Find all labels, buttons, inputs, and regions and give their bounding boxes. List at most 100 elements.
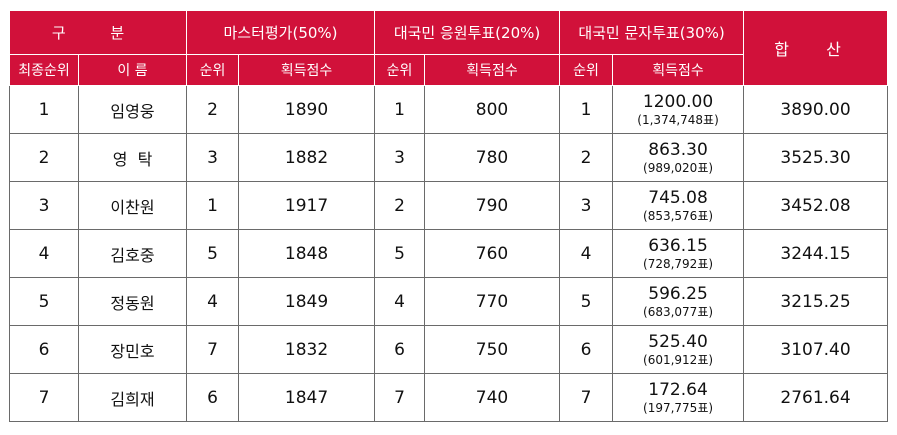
master-score-cell: 1917: [237, 181, 376, 230]
sms-vote-count: (601,912표): [643, 352, 714, 367]
master-rank-cell: 1: [186, 181, 239, 230]
sms-rank-cell: 2: [559, 133, 614, 182]
sms-rank-cell: 3: [559, 181, 614, 230]
sms-vote-count: (853,576표): [643, 208, 714, 223]
final-rank-cell: 2: [9, 133, 79, 182]
total-cell: 3525.30: [743, 133, 889, 182]
sms-score-cell: 636.15 (728,792표): [612, 229, 745, 278]
sms-vote-count: (1,374,748표): [637, 112, 719, 127]
cheer-rank-cell: 4: [374, 277, 426, 326]
master-score-cell: 1890: [237, 85, 376, 134]
cheer-score-cell: 790: [424, 181, 561, 230]
header-master: 마스터평가(50%): [185, 10, 376, 55]
sms-rank-cell: 5: [559, 277, 614, 326]
sms-score-value: 1200.00: [642, 91, 714, 112]
cheer-score-cell: 740: [424, 373, 561, 422]
header-sms-score: 획득점수: [612, 54, 745, 86]
table-row: 1 임영웅 2 1890 1 800 1 1200.00 (1,374,748표)…: [9, 85, 889, 134]
sms-score-value: 863.30: [648, 139, 708, 160]
final-rank-cell: 7: [9, 373, 79, 422]
final-rank-cell: 3: [9, 181, 79, 230]
header-cheer-score: 획득점수: [424, 54, 561, 86]
master-score-cell: 1882: [237, 133, 376, 182]
sms-score-cell: 745.08 (853,576표): [612, 181, 745, 230]
sms-score-value: 745.08: [648, 187, 708, 208]
sms-score-value: 596.25: [648, 283, 708, 304]
header-sms-rank: 순위: [559, 54, 614, 86]
header-master-rank: 순위: [186, 54, 239, 86]
name-cell: 김희재: [78, 373, 187, 422]
header-sms-vote: 대국민 문자투표(30%): [559, 10, 745, 55]
sms-rank-cell: 6: [559, 325, 614, 374]
final-rank-cell: 5: [9, 277, 79, 326]
cheer-rank-cell: 3: [374, 133, 426, 182]
total-cell: 3107.40: [743, 325, 889, 374]
total-cell: 3244.15: [743, 229, 889, 278]
table-row: 6 장민호 7 1832 6 750 6 525.40 (601,912표) 31…: [9, 325, 889, 374]
name-cell: 임영웅: [78, 85, 187, 134]
table-row: 5 정동원 4 1849 4 770 5 596.25 (683,077표) 32…: [9, 277, 889, 326]
table-row: 2 영 탁 3 1882 3 780 2 863.30 (989,020표) 35…: [9, 133, 889, 182]
header-row-columns: 최종순위 이 름 순위 획득점수 순위 획득점수 순위 획득점수: [9, 54, 888, 86]
master-score-cell: 1847: [237, 373, 376, 422]
cheer-rank-cell: 6: [374, 325, 426, 374]
sms-score-value: 636.15: [648, 235, 708, 256]
master-rank-cell: 3: [186, 133, 239, 182]
cheer-score-cell: 780: [424, 133, 561, 182]
master-score-cell: 1849: [237, 277, 376, 326]
sms-vote-count: (683,077표): [643, 304, 714, 319]
sms-rank-cell: 4: [559, 229, 614, 278]
sms-score-value: 172.64: [648, 379, 708, 400]
cheer-score-cell: 800: [424, 85, 561, 134]
total-cell: 3215.25: [743, 277, 889, 326]
cheer-score-cell: 750: [424, 325, 561, 374]
table-row: 4 김호중 5 1848 5 760 4 636.15 (728,792표) 32…: [9, 229, 889, 278]
sms-rank-cell: 1: [559, 85, 614, 134]
total-cell: 2761.64: [743, 373, 889, 422]
final-rank-cell: 6: [9, 325, 79, 374]
cheer-score-cell: 770: [424, 277, 561, 326]
header-final-rank: 최종순위: [9, 54, 79, 86]
table-row: 7 김희재 6 1847 7 740 7 172.64 (197,775표) 27…: [9, 373, 889, 422]
header-row-groups: 구 분 마스터평가(50%) 대국민 응원투표(20%) 대국민 문자투표(30…: [9, 10, 889, 86]
header-master-score: 획득점수: [237, 54, 376, 86]
master-rank-cell: 7: [186, 325, 239, 374]
cheer-rank-cell: 1: [374, 85, 426, 134]
sms-rank-cell: 7: [559, 373, 614, 422]
cheer-rank-cell: 5: [374, 229, 426, 278]
sms-score-cell: 596.25 (683,077표): [612, 277, 745, 326]
name-cell: 장민호: [78, 325, 187, 374]
master-rank-cell: 4: [186, 277, 239, 326]
master-score-cell: 1848: [237, 229, 376, 278]
name-cell: 정동원: [78, 277, 187, 326]
name-cell: 이찬원: [78, 181, 187, 230]
sms-score-cell: 525.40 (601,912표): [612, 325, 745, 374]
total-cell: 3452.08: [743, 181, 889, 230]
results-table: 구 분 마스터평가(50%) 대국민 응원투표(20%) 대국민 문자투표(30…: [9, 10, 889, 422]
name-cell: 영 탁: [78, 133, 187, 182]
sms-vote-count: (197,775표): [643, 400, 714, 415]
results-table-container: 구 분 마스터평가(50%) 대국민 응원투표(20%) 대국민 문자투표(30…: [9, 10, 889, 422]
table-body: 1 임영웅 2 1890 1 800 1 1200.00 (1,374,748표)…: [9, 85, 889, 422]
master-rank-cell: 2: [186, 85, 239, 134]
cheer-score-cell: 760: [424, 229, 561, 278]
header-total: 합 산: [743, 10, 889, 86]
cheer-rank-cell: 7: [374, 373, 426, 422]
sms-score-cell: 172.64 (197,775표): [612, 373, 745, 422]
header-name: 이 름: [78, 54, 187, 86]
sms-score-value: 525.40: [648, 331, 708, 352]
header-cheer-vote: 대국민 응원투표(20%): [374, 10, 561, 55]
name-cell: 김호중: [78, 229, 187, 278]
master-score-cell: 1832: [237, 325, 376, 374]
cheer-rank-cell: 2: [374, 181, 426, 230]
final-rank-cell: 4: [9, 229, 79, 278]
sms-score-cell: 863.30 (989,020표): [612, 133, 745, 182]
header-category: 구 분: [9, 10, 187, 55]
final-rank-cell: 1: [9, 85, 79, 134]
total-cell: 3890.00: [743, 85, 889, 134]
master-rank-cell: 5: [186, 229, 239, 278]
sms-vote-count: (728,792표): [643, 256, 714, 271]
master-rank-cell: 6: [186, 373, 239, 422]
sms-score-cell: 1200.00 (1,374,748표): [612, 85, 745, 134]
header-cheer-rank: 순위: [374, 54, 426, 86]
